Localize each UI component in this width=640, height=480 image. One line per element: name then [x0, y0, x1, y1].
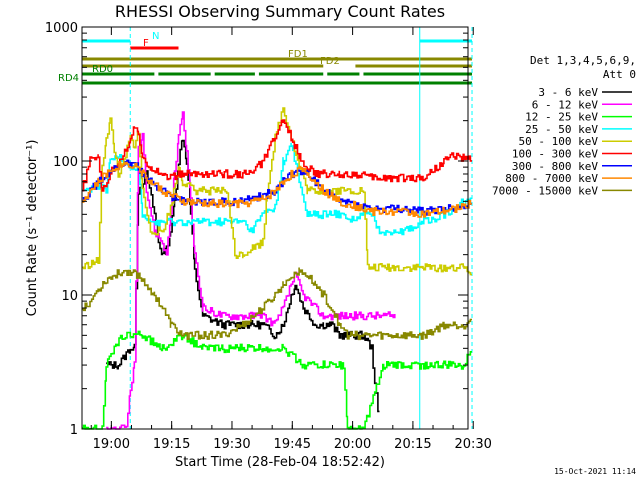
series-line-0: [106, 139, 380, 413]
legend-label-2: 12 - 25 keV: [525, 111, 598, 124]
x-tick-label-0: 19:00: [93, 437, 130, 452]
legend-header-2: Att 0: [603, 68, 636, 81]
x-tick-label-1: 19:15: [153, 437, 190, 452]
flag-label-fd1: FD1: [288, 49, 308, 60]
legend-label-3: 25 - 50 keV: [525, 123, 598, 136]
chart-title: RHESSI Observing Summary Count Rates: [115, 2, 445, 21]
legend-label-1: 6 - 12 keV: [532, 98, 599, 111]
series-line-4: [82, 107, 472, 276]
x-tick-label-3: 19:45: [274, 437, 311, 452]
flags-layer: NF FD1 FD2 RD0 RD4: [58, 31, 473, 85]
series-layer: [82, 107, 472, 430]
y-tick-label-3: 1000: [45, 21, 78, 36]
flag-label-fd2: FD2: [320, 56, 340, 67]
legend-label-8: 7000 - 15000 keV: [492, 184, 598, 197]
series-line-8: [82, 267, 472, 341]
plot-frame: [81, 26, 469, 430]
legend-label-5: 100 - 300 keV: [512, 148, 598, 161]
series-line-7: [82, 161, 472, 218]
x-tick-label-2: 19:30: [213, 437, 250, 452]
series-line-2: [82, 330, 472, 430]
series-line-1: [106, 111, 396, 430]
series-line-6: [82, 159, 472, 216]
y-tick-label-2: 100: [53, 155, 78, 170]
x-tick-label-6: 20:30: [454, 437, 491, 452]
legend-label-0: 3 - 6 keV: [538, 86, 598, 99]
series-line-3: [82, 142, 472, 236]
series-line-5: [82, 119, 472, 192]
flag-label-n: N: [152, 31, 159, 42]
legend-label-4: 50 - 100 keV: [519, 135, 599, 148]
timestamp: 15-Oct-2021 11:14: [554, 467, 636, 476]
x-tick-label-5: 20:15: [394, 437, 431, 452]
x-ticks: 19:00 19:15 19:30 19:45 20:00 20:15 20:30: [90, 27, 492, 452]
flag-label-rd0: RD0: [92, 64, 113, 75]
legend-header-1: Det 1,3,4,5,6,9,: [530, 54, 636, 67]
x-tick-label-4: 20:00: [334, 437, 371, 452]
flag-label-f: F: [143, 38, 149, 49]
flag-label-rd4: RD4: [58, 73, 79, 84]
y-ticks: 1 10 100 1000: [45, 21, 468, 438]
y-tick-label-1: 10: [61, 289, 78, 304]
legend-label-7: 800 - 7000 keV: [505, 172, 598, 185]
y-axis-label: Count Rate (s⁻¹ detector⁻¹): [25, 140, 40, 317]
x-axis-label: Start Time (28-Feb-04 18:52:42): [175, 455, 385, 470]
legend-label-6: 300 - 800 keV: [512, 160, 598, 173]
y-tick-label-0: 1: [70, 423, 78, 438]
